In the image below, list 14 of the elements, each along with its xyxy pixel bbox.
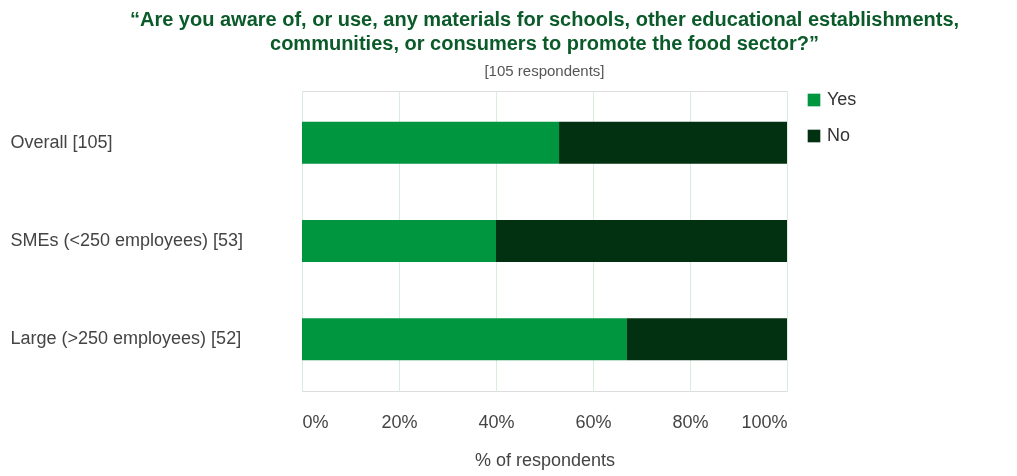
- x-tick-label: 0%: [302, 411, 329, 432]
- y-tick-label: Overall [105]: [10, 131, 113, 152]
- x-tick-label: 60%: [575, 411, 612, 432]
- chart-subtitle: [105 respondents]: [484, 62, 605, 79]
- x-tick-label: 40%: [478, 411, 515, 432]
- y-tick-label: Large (>250 employees) [52]: [10, 328, 242, 349]
- legend-label: Yes: [827, 89, 857, 109]
- x-tick-label: 80%: [672, 411, 709, 432]
- x-tick-label: 20%: [381, 411, 418, 432]
- chart-title: “Are you aware of, or use, any materials for schools, other educational establishments, communities, or consumers to promote the food sector?”: [129, 8, 960, 54]
- x-axis-title: % of respondents: [474, 449, 616, 470]
- x-tick-label: 100%: [741, 411, 788, 432]
- y-tick-label: SMEs (<250 employees) [53]: [10, 230, 244, 250]
- legend-label: No: [827, 125, 851, 145]
